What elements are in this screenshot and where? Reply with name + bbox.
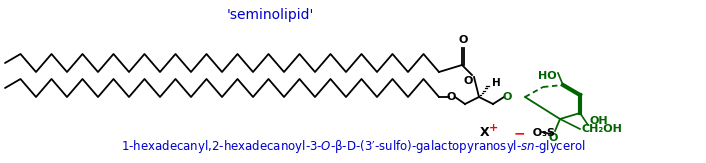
Text: O: O: [549, 133, 558, 143]
Text: OH: OH: [589, 116, 608, 126]
Text: HO: HO: [539, 71, 557, 81]
Text: O: O: [446, 92, 455, 102]
Text: O: O: [464, 76, 473, 86]
Text: CH₂OH: CH₂OH: [582, 124, 623, 134]
Text: 1-hexadecanyl,2-hexadecanoyl-3-$\it{O}$-β-D-(3′-sulfo)-galactopyranosyl-$\it{sn}: 1-hexadecanyl,2-hexadecanoyl-3-$\it{O}$-…: [121, 138, 585, 155]
Text: H: H: [492, 78, 501, 88]
Text: 'seminolipid': 'seminolipid': [227, 8, 313, 22]
Text: +: +: [489, 123, 498, 133]
Text: X: X: [480, 126, 490, 140]
Text: O₃S: O₃S: [525, 128, 555, 138]
Text: −: −: [513, 126, 525, 140]
Text: O: O: [458, 35, 467, 45]
Text: O: O: [502, 92, 512, 102]
